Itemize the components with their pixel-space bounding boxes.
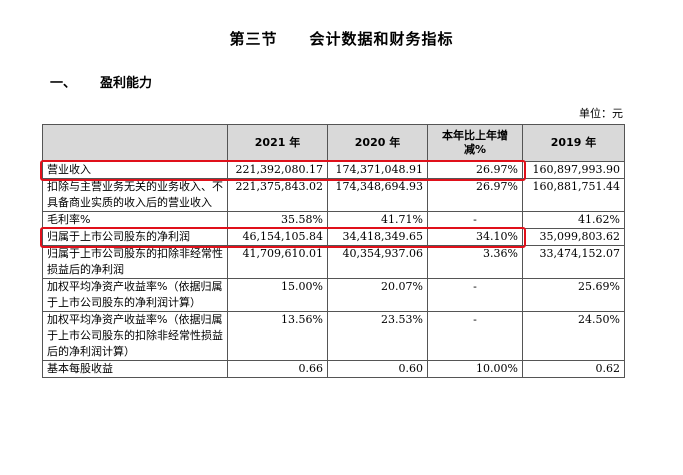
- cell-2020: 40,354,937.06: [327, 245, 428, 279]
- unit-label: 单位：元: [579, 107, 623, 120]
- row-label: 毛利率%: [42, 211, 228, 229]
- cell-2020: 174,348,694.93: [327, 178, 428, 212]
- header-2021: 2021 年: [227, 124, 328, 162]
- cell-2020: 34,418,349.65: [327, 228, 428, 246]
- row-label: 营业收入: [42, 161, 228, 179]
- cell-2019: 33,474,152.07: [522, 245, 625, 279]
- cell-change: 34.10%: [427, 228, 523, 246]
- table-row: 基本每股收益 0.66 0.60 10.00% 0.62: [42, 360, 625, 378]
- cell-2019: 24.50%: [522, 311, 625, 361]
- subsection-number: 一、: [50, 76, 77, 91]
- table-row: 毛利率% 35.58% 41.71% - 41.62%: [42, 211, 625, 229]
- cell-2019: 160,897,993.90: [522, 161, 625, 179]
- row-label: 加权平均净资产收益率%（依据归属于上市公司股东的扣除非经常性损益后的净利润计算）: [42, 311, 228, 361]
- table-row: 营业收入 221,392,080.17 174,371,048.91 26.97…: [42, 161, 625, 179]
- cell-2019: 25.69%: [522, 278, 625, 312]
- cell-change: -: [427, 211, 523, 229]
- financial-indicators-table: 2021 年 2020 年 本年比上年增减% 2019 年 营业收入 221,3…: [42, 124, 625, 378]
- cell-change: 10.00%: [427, 360, 523, 378]
- cell-2020: 0.60: [327, 360, 428, 378]
- cell-change: 26.97%: [427, 178, 523, 212]
- cell-2020: 23.53%: [327, 311, 428, 361]
- cell-2021: 41,709,610.01: [227, 245, 328, 279]
- table-row: 归属于上市公司股东的净利润 46,154,105.84 34,418,349.6…: [42, 228, 625, 246]
- cell-2019: 160,881,751.44: [522, 178, 625, 212]
- cell-change: 3.36%: [427, 245, 523, 279]
- cell-2019: 41.62%: [522, 211, 625, 229]
- subsection-heading: 一、 盈利能力: [50, 72, 152, 91]
- cell-change: -: [427, 311, 523, 361]
- row-label: 扣除与主营业务无关的业务收入、不具备商业实质的收入后的营业收入: [42, 178, 228, 212]
- cell-2021: 221,375,843.02: [227, 178, 328, 212]
- subsection-title: 盈利能力: [100, 76, 153, 91]
- section-title: 第三节 会计数据和财务指标: [229, 30, 454, 48]
- cell-2019: 35,099,803.62: [522, 228, 625, 246]
- row-label: 归属于上市公司股东的扣除非经常性损益后的净利润: [42, 245, 228, 279]
- cell-2021: 46,154,105.84: [227, 228, 328, 246]
- cell-2021: 0.66: [227, 360, 328, 378]
- cell-2021: 35.58%: [227, 211, 328, 229]
- table-row: 归属于上市公司股东的扣除非经常性损益后的净利润 41,709,610.01 40…: [42, 245, 625, 279]
- cell-2020: 174,371,048.91: [327, 161, 428, 179]
- header-item: [42, 124, 228, 162]
- table-row: 加权平均净资产收益率%（依据归属于上市公司股东的净利润计算） 15.00% 20…: [42, 278, 625, 312]
- table-header-row: 2021 年 2020 年 本年比上年增减% 2019 年: [42, 124, 625, 162]
- cell-2021: 13.56%: [227, 311, 328, 361]
- cell-2021: 221,392,080.17: [227, 161, 328, 179]
- header-change: 本年比上年增减%: [427, 124, 523, 162]
- table-row: 扣除与主营业务无关的业务收入、不具备商业实质的收入后的营业收入 221,375,…: [42, 178, 625, 212]
- row-label: 基本每股收益: [42, 360, 228, 378]
- row-label: 加权平均净资产收益率%（依据归属于上市公司股东的净利润计算）: [42, 278, 228, 312]
- cell-2019: 0.62: [522, 360, 625, 378]
- cell-2020: 41.71%: [327, 211, 428, 229]
- cell-2020: 20.07%: [327, 278, 428, 312]
- cell-change: -: [427, 278, 523, 312]
- row-label: 归属于上市公司股东的净利润: [42, 228, 228, 246]
- header-2019: 2019 年: [522, 124, 625, 162]
- cell-change: 26.97%: [427, 161, 523, 179]
- header-2020: 2020 年: [327, 124, 428, 162]
- table-row: 加权平均净资产收益率%（依据归属于上市公司股东的扣除非经常性损益后的净利润计算）…: [42, 311, 625, 361]
- cell-2021: 15.00%: [227, 278, 328, 312]
